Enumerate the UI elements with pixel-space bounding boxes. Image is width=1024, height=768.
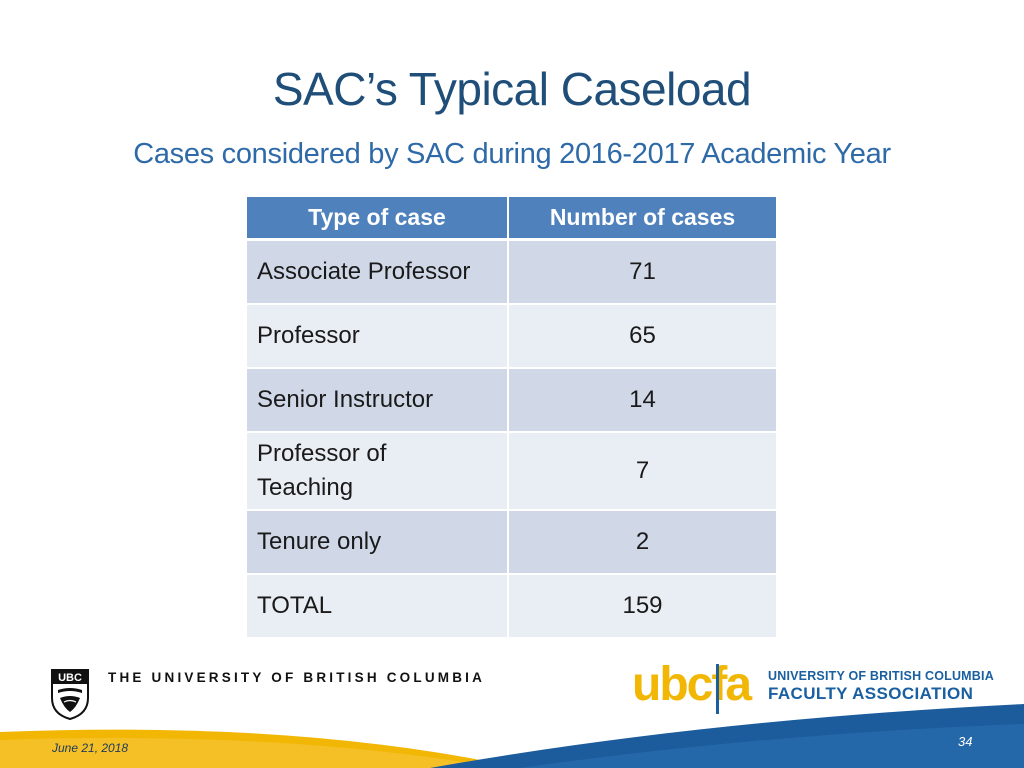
- case-count-total: 159: [509, 575, 776, 639]
- table-header-row: Type of case Number of cases: [247, 197, 776, 241]
- ubc-crest-text: UBC: [58, 672, 82, 684]
- case-count: 71: [509, 241, 776, 305]
- slide-title: SAC’s Typical Caseload: [272, 63, 752, 115]
- case-count: 65: [509, 305, 776, 369]
- table-row: Professor 65: [247, 305, 776, 369]
- case-type-total: TOTAL: [247, 575, 509, 639]
- table-row-total: TOTAL 159: [247, 575, 776, 639]
- page-number: 34: [958, 734, 973, 749]
- case-type-line-2: Teaching: [257, 474, 354, 501]
- caseload-table: Type of case Number of cases Associate P…: [247, 197, 776, 639]
- slide-date: June 21, 2018: [52, 741, 129, 755]
- ubc-crest-logo: UBC: [51, 669, 89, 720]
- slide-subtitle: Cases considered by SAC during 2016-2017…: [133, 138, 891, 170]
- table-row: Senior Instructor 14: [247, 369, 776, 433]
- header-number-of-cases: Number of cases: [509, 197, 776, 241]
- case-type: Tenure only: [247, 511, 509, 575]
- footer-swoosh: [0, 704, 1024, 768]
- fa-association-line: FACULTY ASSOCIATION: [768, 684, 974, 703]
- fa-university-line: UNIVERSITY OF BRITISH COLUMBIA: [768, 669, 994, 683]
- header-type-of-case: Type of case: [247, 197, 509, 241]
- case-count: 7: [509, 433, 776, 511]
- ubcfa-logo: ubcfa: [632, 660, 754, 714]
- table-row: Tenure only 2: [247, 511, 776, 575]
- table-row: Associate Professor 71: [247, 241, 776, 305]
- table-row: Professor of Teaching 7: [247, 433, 776, 511]
- case-type: Associate Professor: [247, 241, 509, 305]
- case-type: Professor: [247, 305, 509, 369]
- case-type: Senior Instructor: [247, 369, 509, 433]
- ubcfa-logo-text: ubcfa: [632, 660, 752, 711]
- case-type-line-1: Professor of: [257, 440, 387, 467]
- case-type: Professor of Teaching: [247, 433, 509, 511]
- ubc-wordmark: THE UNIVERSITY OF BRITISH COLUMBIA: [108, 670, 486, 685]
- case-count: 14: [509, 369, 776, 433]
- case-count: 2: [509, 511, 776, 575]
